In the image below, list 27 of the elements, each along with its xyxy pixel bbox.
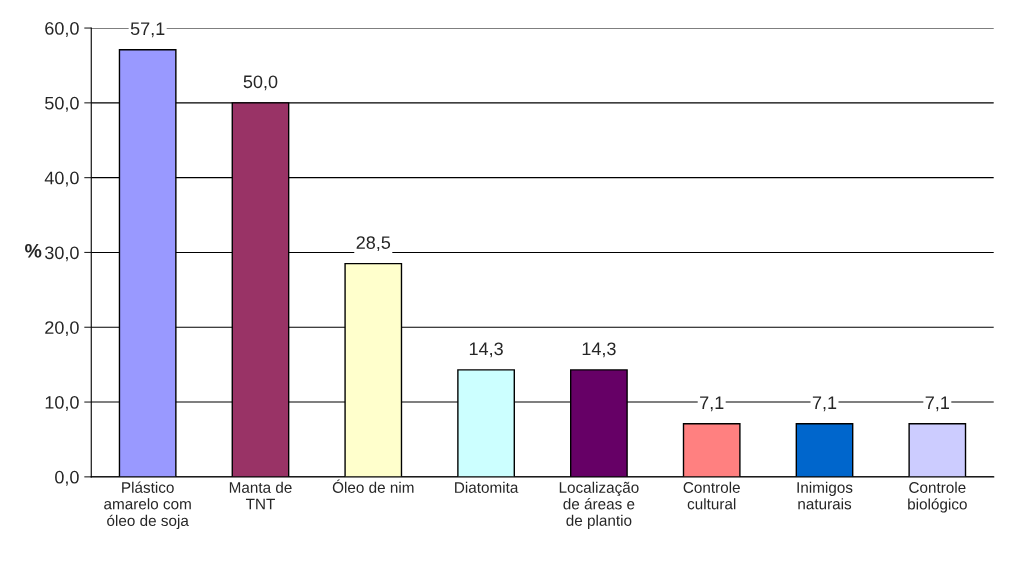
- data-label: 57,1: [130, 22, 165, 38]
- x-tick-label: Diatomita: [455, 481, 519, 493]
- data-label: 7,1: [925, 396, 949, 412]
- y-tick-label: 60,0: [45, 21, 79, 37]
- bar: [795, 423, 854, 477]
- data-label: 7,1: [812, 396, 837, 412]
- bar: [682, 423, 741, 477]
- y-tick-label: 50,0: [45, 96, 79, 112]
- x-tick-label: Plástico amarelo com óleo de soja: [104, 481, 191, 530]
- y-tick-label: 10,0: [45, 395, 79, 411]
- data-label: 28,5: [356, 236, 391, 252]
- x-tick-label: Controle biológico: [908, 481, 967, 513]
- y-axis-title: %: [25, 243, 42, 258]
- x-tick-label: Óleo de nim: [332, 479, 414, 493]
- x-tick-label: Controle cultural: [683, 481, 740, 510]
- y-tick-label: 30,0: [45, 246, 79, 262]
- x-tick-label: Inimigos naturais: [797, 481, 853, 510]
- x-tick-label: Manta de TNT: [229, 481, 292, 510]
- data-label: 14,3: [582, 342, 616, 358]
- y-tick-label: 0,0: [55, 470, 79, 486]
- bar: [908, 423, 967, 477]
- y-tick-label: 40,0: [44, 171, 79, 187]
- data-label: 7,1: [700, 396, 724, 412]
- data-label: 50,0: [243, 75, 278, 91]
- y-tick-label: 20,0: [45, 321, 79, 337]
- x-tick-label: Localização de áreas e de plantio: [559, 481, 639, 529]
- data-label: 14,3: [469, 342, 503, 358]
